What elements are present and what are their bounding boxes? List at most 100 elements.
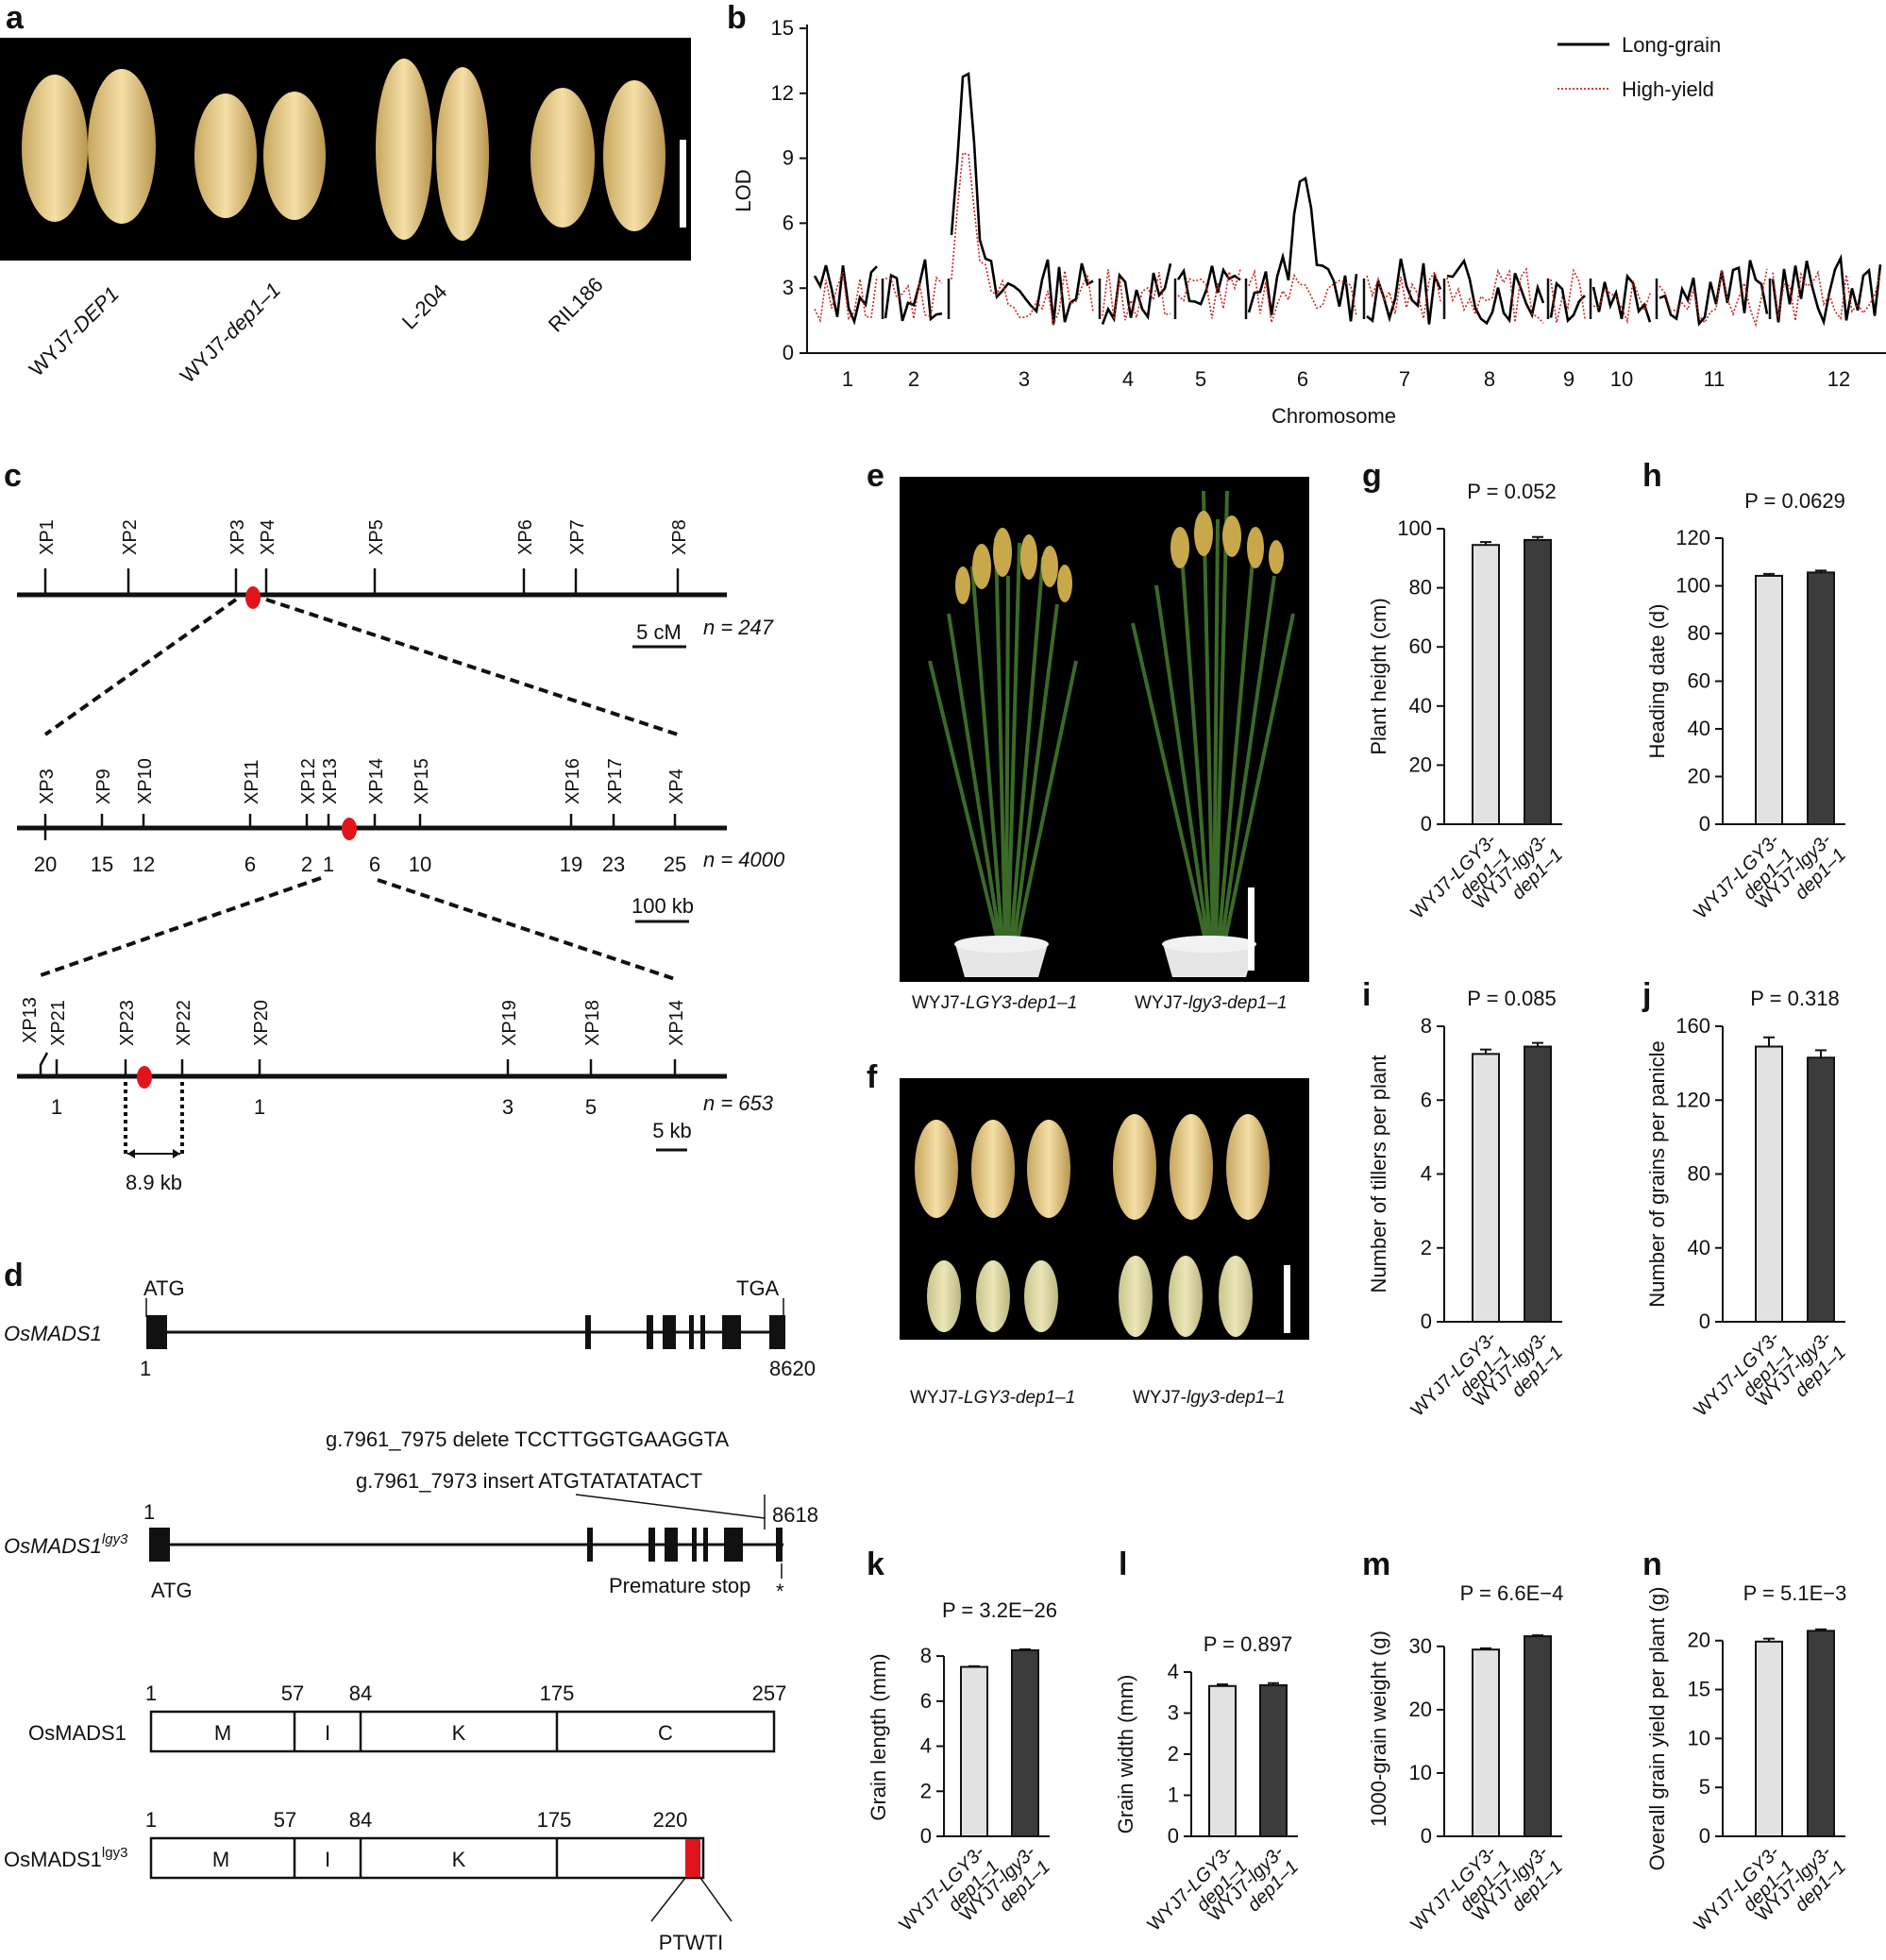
protein-box <box>149 1836 705 1880</box>
y-axis-label: Number of tillers per plant <box>1367 1056 1390 1293</box>
y-tick-label: 30 <box>1409 1634 1432 1658</box>
exon <box>149 1528 170 1562</box>
insertion-note: g.7961_7973 insert ATGTATATATACT <box>356 1469 702 1493</box>
category-label-line1: WYJ7- <box>1407 1881 1462 1935</box>
exon <box>647 1315 653 1349</box>
panel-label-l: l <box>1119 1546 1127 1582</box>
chromosome-label: 9 <box>1563 367 1574 391</box>
y-tick-label: 6 <box>1421 1088 1432 1111</box>
exon <box>703 1528 708 1562</box>
y-tick-label: 10 <box>1688 1726 1710 1749</box>
panel-a-grains <box>22 59 665 241</box>
protein-name: OsMADS1 <box>28 1721 126 1745</box>
residue-position: 1 <box>145 1681 157 1705</box>
sample-size: n = 4000 <box>703 848 785 871</box>
exon <box>700 1315 705 1349</box>
y-tick-label: 120 <box>1676 526 1710 549</box>
marker-label: XP20 <box>251 1000 272 1046</box>
marker-label: XP22 <box>174 1000 194 1046</box>
recombinant-count: 1 <box>254 1095 265 1119</box>
gene-name: OsMADS1lgy3 <box>4 1531 128 1558</box>
p-value: P = 5.1E−3 <box>1743 1581 1847 1605</box>
panel-label-e: e <box>867 458 884 494</box>
chromosome-label: 4 <box>1122 367 1134 391</box>
recombinant-count: 6 <box>244 853 256 876</box>
zoom-line <box>40 876 322 977</box>
deletion-note: g.7961_7975 delete TCCTTGGTGAAGGTA <box>326 1428 729 1451</box>
bar <box>1472 544 1500 826</box>
y-axis-label: Grain length (mm) <box>867 1653 890 1820</box>
zoom-line <box>377 878 679 982</box>
y-tick-label: 2 <box>1421 1236 1432 1259</box>
chromosome-label: 2 <box>908 367 919 391</box>
exon <box>663 1315 676 1349</box>
category-label-line1: WYJ7- <box>1407 869 1462 923</box>
y-tick-label: 10 <box>1409 1761 1432 1784</box>
panel-label-j: j <box>1642 977 1651 1013</box>
panel-e-label-1: WYJ7-LGY3-dep1–1 <box>912 993 1077 1013</box>
category-label-line1: WYJ7- <box>896 1881 951 1935</box>
recombinant-count: 5 <box>585 1095 597 1119</box>
legend-label: High-yield <box>1622 77 1714 101</box>
panel-e-plants <box>928 490 1295 977</box>
bar <box>1524 1635 1552 1837</box>
stop-codon-label: TGA <box>736 1276 780 1300</box>
y-tick-label: 60 <box>1409 634 1432 658</box>
recombinant-count: 1 <box>323 853 334 876</box>
panel-label-k: k <box>867 1546 884 1582</box>
bar <box>1524 1045 1552 1324</box>
exon <box>722 1315 741 1349</box>
exon <box>648 1528 655 1562</box>
series-line-high-yield <box>814 152 1881 328</box>
marker-label: XP19 <box>499 1000 520 1046</box>
y-axis-label: Grain width (mm) <box>1114 1675 1137 1834</box>
panel-label-c: c <box>4 458 22 494</box>
y-tick-label: 5 <box>1699 1775 1710 1799</box>
bar-chart-n: n 0 5 10 15 20 P = 5.1E−3 Overall grain yield p… <box>1642 1546 1850 1935</box>
y-tick-label: 60 <box>1688 669 1710 693</box>
residue-position: 1 <box>145 1808 157 1832</box>
domain-label: C <box>658 1721 673 1745</box>
marker-label: XP16 <box>563 758 583 804</box>
panel-label-n: n <box>1642 1546 1662 1582</box>
chromosome-label: 6 <box>1297 367 1308 391</box>
y-axis-label: Number of grains per panicle <box>1645 1040 1669 1307</box>
y-tick-label: 40 <box>1688 1236 1710 1259</box>
y-axis-label: LOD <box>732 169 755 211</box>
panel-label-i: i <box>1362 977 1371 1013</box>
locus-marker <box>342 818 357 840</box>
series-line-long-grain <box>813 72 1882 327</box>
panel-a-label-1: WYJ7-DEP1 <box>25 282 124 381</box>
marker-label: XP11 <box>242 760 262 804</box>
chromosome-label: 1 <box>842 367 853 391</box>
gene-superscript: lgy3 <box>102 1531 128 1547</box>
bar <box>1011 1648 1039 1837</box>
panel-label-b: b <box>727 0 747 36</box>
bar <box>1807 1630 1835 1838</box>
panel-label-a: a <box>6 0 25 36</box>
y-tick-label: 0 <box>1421 1824 1432 1848</box>
chromosome-label: 10 <box>1610 367 1633 391</box>
gene-start: 1 <box>140 1357 151 1380</box>
category-label-line1: WYJ7- <box>1144 1881 1199 1935</box>
gene-end: 8620 <box>769 1357 816 1380</box>
scale-label: 5 cM <box>636 620 682 644</box>
sample-size: n = 653 <box>703 1091 774 1115</box>
p-value: P = 0.318 <box>1750 987 1839 1010</box>
locus-marker <box>245 586 261 609</box>
y-tick-label: 9 <box>783 146 794 170</box>
panel-e-scale-bar <box>1248 887 1255 971</box>
gene-end: 8618 <box>772 1503 818 1527</box>
legend-label: Long-grain <box>1622 33 1721 57</box>
exon <box>689 1315 694 1349</box>
start-codon-label: ATG <box>143 1276 185 1300</box>
recombinant-count: 3 <box>502 1095 514 1119</box>
gene-structure-diagram: ATG TGA OsMADS1 1 8620 g.7961_7975 delete TCC… <box>4 1276 818 1954</box>
y-tick-label: 0 <box>1421 1309 1432 1333</box>
domain-label: M <box>214 1721 231 1745</box>
y-tick-label: 3 <box>783 276 794 299</box>
y-tick-label: 20 <box>1409 752 1432 776</box>
panel-e-label-2: WYJ7-lgy3-dep1–1 <box>1135 993 1288 1013</box>
bar <box>1208 1684 1237 1838</box>
y-tick-label: 8 <box>1421 1014 1432 1038</box>
